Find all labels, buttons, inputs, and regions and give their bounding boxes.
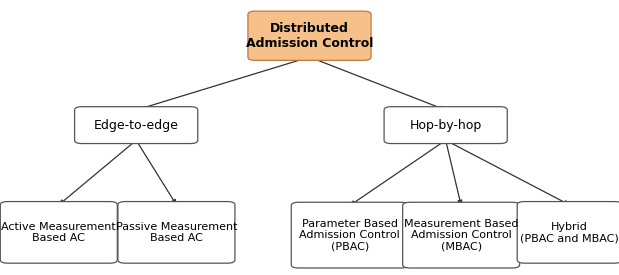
Text: Hop-by-hop: Hop-by-hop bbox=[410, 119, 482, 132]
Text: Hybrid
(PBAC and MBAC): Hybrid (PBAC and MBAC) bbox=[520, 222, 619, 243]
FancyBboxPatch shape bbox=[291, 202, 409, 268]
FancyBboxPatch shape bbox=[0, 202, 118, 263]
FancyBboxPatch shape bbox=[75, 107, 198, 144]
Text: Parameter Based
Admission Control
(PBAC): Parameter Based Admission Control (PBAC) bbox=[300, 219, 400, 252]
FancyBboxPatch shape bbox=[118, 202, 235, 263]
Text: Passive Measurement
Based AC: Passive Measurement Based AC bbox=[116, 222, 237, 243]
Text: Active Measurement
Based AC: Active Measurement Based AC bbox=[1, 222, 116, 243]
Text: Measurement Based
Admission Control
(MBAC): Measurement Based Admission Control (MBA… bbox=[404, 219, 518, 252]
FancyBboxPatch shape bbox=[384, 107, 507, 144]
FancyBboxPatch shape bbox=[402, 202, 520, 268]
Text: Distributed
Admission Control: Distributed Admission Control bbox=[246, 22, 373, 50]
Text: Edge-to-edge: Edge-to-edge bbox=[93, 119, 179, 132]
FancyBboxPatch shape bbox=[248, 11, 371, 60]
FancyBboxPatch shape bbox=[517, 202, 619, 263]
